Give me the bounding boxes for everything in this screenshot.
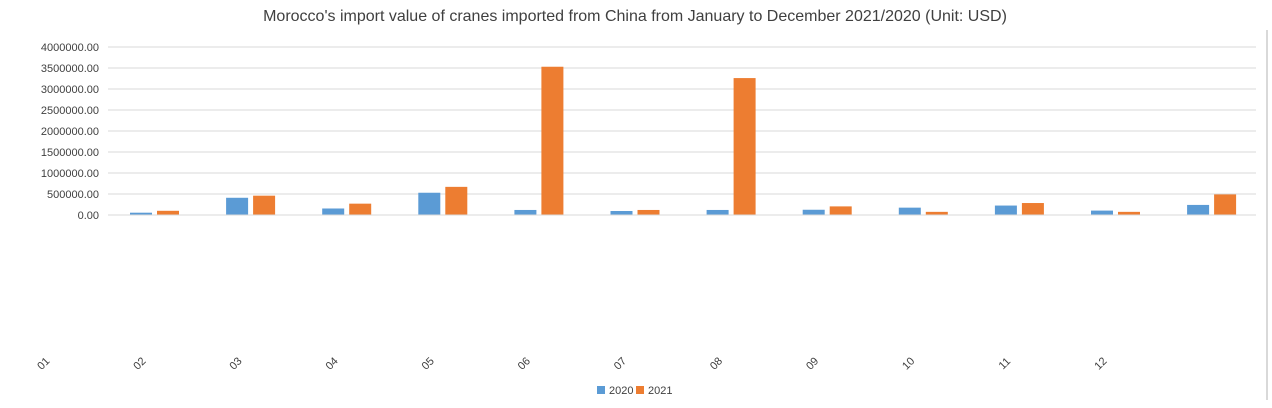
bar-2020-11 xyxy=(1091,210,1113,215)
y-tick-label: 3000000.00 xyxy=(41,84,99,96)
bar-2020-12 xyxy=(1187,204,1210,215)
bar-2021-05 xyxy=(541,66,564,216)
x-tick-label: 04 xyxy=(324,355,341,372)
y-tick-label: 500000.00 xyxy=(47,189,99,201)
legend: 2020 2021 xyxy=(597,385,672,397)
x-tick-label: 10 xyxy=(900,355,917,372)
gridlines xyxy=(108,46,1256,216)
legend-swatch xyxy=(597,386,605,394)
panel-edge xyxy=(1266,30,1268,400)
x-tick-label: 05 xyxy=(420,355,437,372)
bar-2020-10 xyxy=(994,205,1017,215)
bar-2020-07 xyxy=(706,209,729,215)
x-tick-label: 02 xyxy=(131,355,148,372)
bar-2020-05 xyxy=(514,209,537,215)
y-tick-label: 1000000.00 xyxy=(41,168,99,180)
x-tick-label: 11 xyxy=(997,356,1014,373)
bar-2020-01 xyxy=(130,212,152,215)
bar-2020-09 xyxy=(898,207,921,215)
bars xyxy=(130,66,1237,216)
bar-2021-06 xyxy=(637,209,660,215)
bar-2020-03 xyxy=(322,208,345,215)
bar-2020-02 xyxy=(226,197,249,215)
legend-label: 2021 xyxy=(648,385,672,397)
chart-title: Morocco's import value of cranes importe… xyxy=(263,8,1007,25)
x-tick-label: 06 xyxy=(516,355,533,372)
bar-2021-04 xyxy=(445,186,468,215)
bar-2021-12 xyxy=(1214,194,1237,215)
y-axis-ticks: 0.00 500000.00 1000000.00 1500000.00 2000000… xyxy=(41,42,99,222)
x-axis-ticks: 01 02 03 04 05 06 07 08 09 10 11 12 xyxy=(35,355,1109,372)
bar-2020-06 xyxy=(610,211,633,215)
bar-2020-04 xyxy=(418,192,441,215)
bar-2021-07 xyxy=(733,78,756,215)
bar-2021-11 xyxy=(1118,211,1140,215)
legend-swatch xyxy=(636,386,644,394)
bar-2021-03 xyxy=(349,203,372,215)
x-tick-label: 09 xyxy=(804,355,821,372)
y-tick-label: 3500000.00 xyxy=(41,63,99,75)
y-tick-label: 4000000.00 xyxy=(41,42,99,54)
bar-2021-01 xyxy=(157,210,179,215)
x-tick-label: 03 xyxy=(228,355,245,372)
bar-2020-08 xyxy=(802,209,825,215)
x-tick-label: 12 xyxy=(1092,355,1109,372)
y-tick-label: 0.00 xyxy=(78,210,99,222)
y-tick-label: 2000000.00 xyxy=(41,126,99,138)
y-tick-label: 1500000.00 xyxy=(41,147,99,159)
bar-2021-02 xyxy=(253,195,276,215)
x-tick-label: 08 xyxy=(708,355,725,372)
bar-2021-09 xyxy=(925,211,948,215)
bar-2021-10 xyxy=(1021,203,1044,215)
legend-label: 2020 xyxy=(609,385,633,397)
y-tick-label: 2500000.00 xyxy=(41,105,99,117)
x-tick-label: 07 xyxy=(612,355,629,372)
bar-2021-08 xyxy=(829,206,852,215)
x-tick-label: 01 xyxy=(35,355,52,372)
